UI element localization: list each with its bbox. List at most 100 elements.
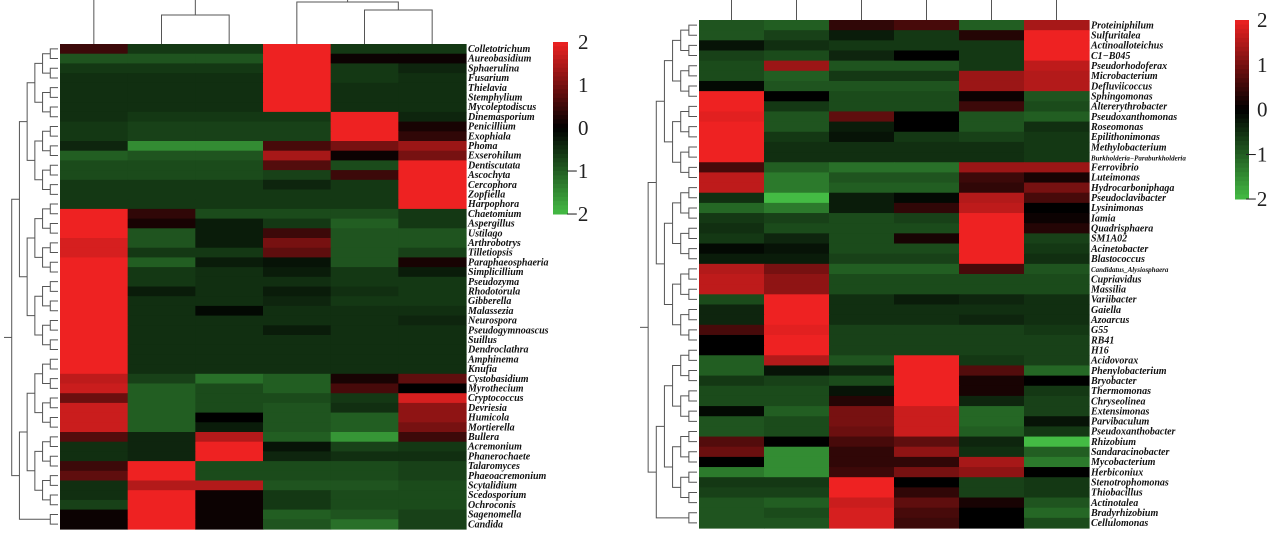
row-label: Iamia bbox=[1090, 213, 1115, 224]
heatmap-cell bbox=[1024, 385, 1090, 397]
column-dendrogram bbox=[731, 0, 1057, 20]
color-scale-swatch bbox=[553, 119, 568, 125]
row-label: Massilia bbox=[1090, 284, 1126, 295]
heatmap-cell bbox=[330, 63, 399, 74]
heatmap-cell bbox=[330, 102, 399, 113]
heatmap-cell bbox=[195, 315, 264, 326]
heatmap-cell bbox=[829, 385, 895, 397]
heatmap-cell bbox=[195, 509, 264, 520]
dendrogram-branch bbox=[688, 105, 697, 118]
color-scale-swatch bbox=[553, 54, 568, 60]
heatmap-cell bbox=[1024, 152, 1090, 163]
heatmap-cell bbox=[699, 375, 765, 387]
row-label: Talaromyces bbox=[468, 461, 520, 472]
heatmap-cell bbox=[959, 304, 1025, 316]
heatmap-cell bbox=[127, 422, 196, 433]
heatmap-cell bbox=[398, 412, 467, 423]
row-label: Knufia bbox=[467, 364, 497, 375]
heatmap-cell bbox=[764, 385, 830, 397]
dendrogram-branch bbox=[296, 1, 399, 44]
heatmap-cell bbox=[699, 80, 765, 92]
heatmap-cell bbox=[263, 150, 332, 161]
dendrogram-branch bbox=[49, 48, 58, 60]
row-label: Cercophora bbox=[468, 180, 517, 191]
row-label: Stemphylium bbox=[468, 92, 523, 103]
heatmap-cell bbox=[330, 121, 399, 132]
color-scale-swatch bbox=[1235, 78, 1249, 84]
row-label: Candida bbox=[468, 519, 503, 530]
heatmap-cell bbox=[894, 426, 960, 438]
heatmap-cell bbox=[263, 102, 332, 113]
heatmap-cell bbox=[764, 263, 830, 275]
row-dendrogram bbox=[640, 24, 697, 524]
row-label: Cellulomonas bbox=[1091, 518, 1148, 529]
heatmap-cell bbox=[1024, 406, 1090, 417]
color-scale-tick-label: 2 bbox=[1257, 8, 1268, 32]
heatmap-cell bbox=[699, 304, 765, 316]
color-scale-tick-label: 0 bbox=[578, 116, 589, 140]
heatmap-cell bbox=[829, 80, 895, 92]
heatmap-cell bbox=[894, 487, 960, 499]
heatmap-cell bbox=[398, 519, 467, 530]
dendrogram-branch bbox=[34, 373, 43, 414]
color-scale-swatch bbox=[553, 63, 568, 69]
heatmap-cell bbox=[699, 91, 765, 102]
dendrogram-branch bbox=[364, 9, 433, 44]
heatmap-cell bbox=[1024, 202, 1090, 214]
dendrogram-branch bbox=[42, 53, 51, 74]
row-label: Phanerochaete bbox=[468, 451, 531, 462]
dendrogram-branch bbox=[49, 397, 58, 409]
heatmap-cell bbox=[195, 179, 264, 191]
heatmap-cell bbox=[959, 70, 1025, 82]
heatmap-cell bbox=[60, 102, 129, 113]
row-label: Hydrocarboniphaga bbox=[1090, 183, 1174, 194]
row-label: Malassezia bbox=[467, 306, 514, 317]
color-scale-swatch bbox=[553, 153, 568, 159]
color-scale-swatch bbox=[553, 97, 568, 103]
heatmap-cell bbox=[1024, 91, 1090, 102]
heatmap-cell bbox=[1024, 304, 1090, 316]
heatmap-cell bbox=[195, 73, 264, 84]
row-label: Harpophora bbox=[467, 199, 519, 210]
heatmap-cell bbox=[263, 160, 332, 171]
heatmap-cell bbox=[764, 213, 830, 224]
dendrogram-branch bbox=[688, 329, 697, 341]
color-scale-swatch bbox=[553, 188, 568, 193]
heatmap-cell bbox=[195, 82, 264, 94]
heatmap-cell bbox=[398, 170, 467, 181]
heatmap-cell bbox=[1024, 111, 1090, 123]
heatmap-cell bbox=[127, 247, 196, 258]
color-scale-swatch bbox=[553, 80, 568, 86]
heatmap-cell bbox=[60, 470, 129, 482]
color-scale-swatch bbox=[553, 201, 568, 206]
row-label: Dinemasporium bbox=[467, 112, 535, 123]
row-label: Acinetobacter bbox=[1090, 244, 1148, 255]
heatmap-cell bbox=[829, 40, 895, 52]
dendrogram-branch bbox=[49, 222, 58, 234]
heatmap-cell bbox=[699, 406, 765, 417]
heatmap-cell bbox=[829, 70, 895, 82]
heatmap-cell bbox=[127, 461, 196, 472]
heatmap-cell bbox=[60, 325, 129, 336]
heatmap-cell bbox=[699, 334, 765, 346]
heatmap-cell bbox=[829, 446, 895, 458]
dendrogram-branch bbox=[680, 354, 689, 377]
heatmap-cell bbox=[1024, 243, 1090, 255]
heatmap-cell bbox=[829, 355, 895, 367]
heatmap-cell bbox=[1024, 395, 1090, 407]
heatmap-cell bbox=[127, 141, 196, 152]
heatmap-cell bbox=[699, 101, 765, 113]
row-label: Ferrovibrio bbox=[1090, 163, 1139, 174]
row-label: Mycoleptodiscus bbox=[467, 102, 536, 113]
heatmap-cell bbox=[195, 160, 264, 171]
row-label: Chryseolinea bbox=[1091, 396, 1145, 407]
heatmap-cell bbox=[764, 243, 830, 255]
dendrogram-branch bbox=[688, 44, 697, 57]
color-scale-swatch bbox=[1235, 172, 1249, 178]
heatmap-cell bbox=[699, 314, 765, 326]
dendrogram-branch bbox=[34, 450, 43, 491]
row-label: Mycobacterium bbox=[1090, 457, 1156, 468]
heatmap-cell bbox=[764, 91, 830, 102]
heatmap-cell bbox=[894, 182, 960, 194]
